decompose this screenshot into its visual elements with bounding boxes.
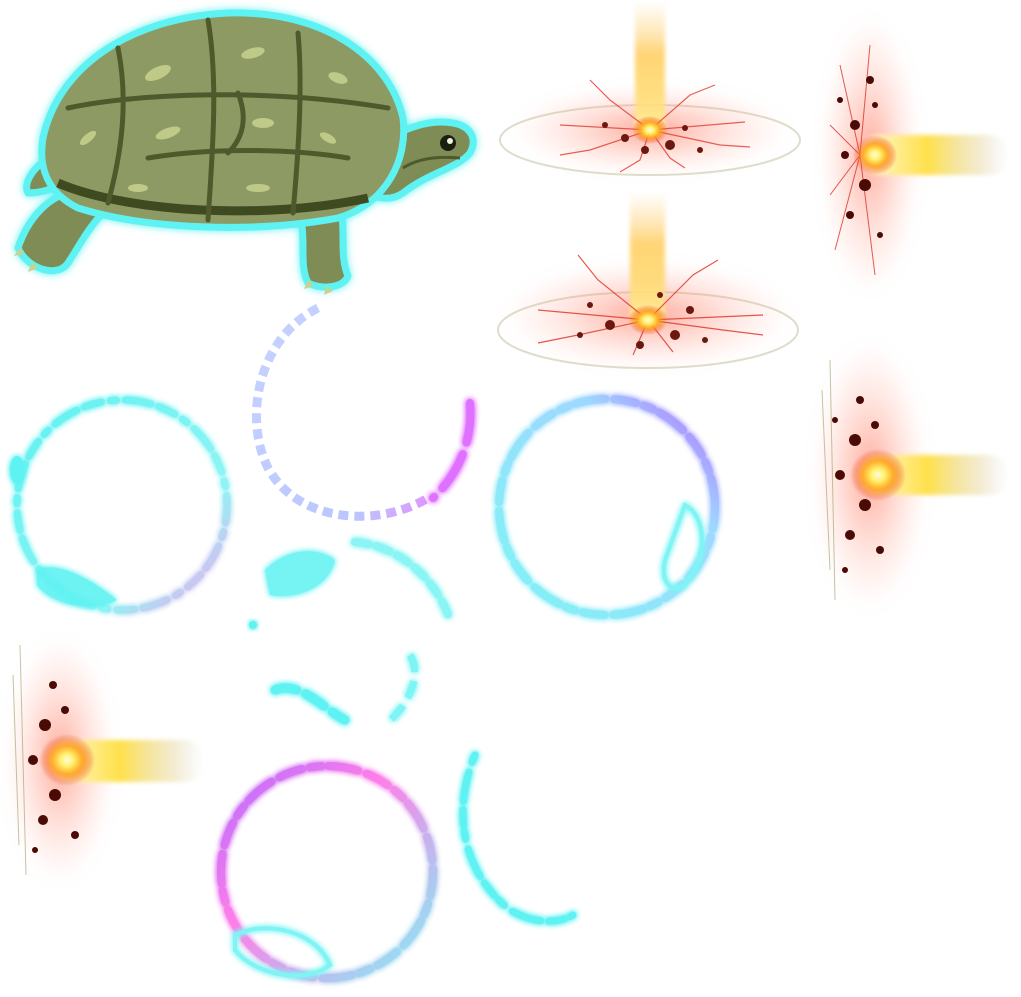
ring-cyan-fragment [245,530,465,740]
explosion-sideways-3 [5,625,210,895]
explosion-icon [820,15,1010,295]
explosion-icon [497,190,799,370]
explosion-upward-2 [490,185,805,380]
magic-ring-icon [459,751,577,925]
explosion-upward-1 [495,0,805,190]
magic-ring-icon [10,396,231,614]
ring-pink-purple [205,750,450,995]
explosion-icon [812,340,1010,610]
explosion-icon [499,0,801,176]
ring-cyan-pink [2,385,242,625]
magic-ring-icon [217,762,437,982]
magic-ring-icon [495,395,719,619]
explosion-sideways-2 [810,330,1015,620]
ring-cyan-purple [485,385,730,630]
magic-ring-icon [252,303,475,521]
explosion-icon [5,635,205,885]
turtle-sprite [8,8,483,295]
turtle-icon [14,9,477,295]
explosion-sideways-1 [815,5,1015,305]
ring-cyan-arc [445,745,585,935]
ring-blue-dotted [238,298,483,528]
magic-ring-icon [249,538,454,728]
